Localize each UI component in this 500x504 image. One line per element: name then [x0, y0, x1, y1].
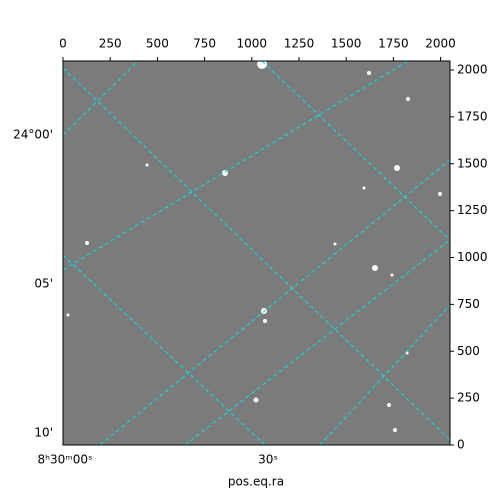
x-tick-label: 500 — [146, 37, 169, 51]
x-tick-label: 1500 — [331, 37, 362, 51]
dec-tick-label: 10' — [34, 426, 53, 440]
y-tick-label: 2000 — [457, 63, 488, 77]
x-tick-label: 1250 — [284, 37, 315, 51]
y-tick-label: 500 — [457, 344, 480, 358]
x-tick-label: 750 — [193, 37, 216, 51]
coordinate-grid — [62, 60, 451, 446]
frame — [62, 60, 451, 446]
x-tick-label: 250 — [99, 37, 122, 51]
x-axis-label: pos.eq.ra — [228, 475, 284, 489]
x-tick-label: 0 — [59, 37, 67, 51]
ra-tick-label: 30ˢ — [258, 453, 278, 467]
y-tick-label: 250 — [457, 391, 480, 405]
x-tick-label: 1000 — [237, 37, 268, 51]
dec-tick-label: 05' — [34, 277, 53, 291]
y-tick-label: 0 — [457, 438, 465, 452]
y-tick-label: 750 — [457, 297, 480, 311]
x-tick-label: 1750 — [378, 37, 409, 51]
x-tick-label: 2000 — [425, 37, 456, 51]
y-tick-label: 1500 — [457, 156, 488, 170]
dec-tick-label: 24°00' — [13, 128, 53, 142]
y-tick-label: 1750 — [457, 109, 488, 123]
stars — [66, 59, 442, 432]
ra-tick-label: 8ʰ30ᵐ00ˢ — [38, 453, 93, 467]
image — [63, 61, 450, 445]
y-tick-label: 1250 — [457, 203, 488, 217]
y-tick-label: 1000 — [457, 250, 488, 264]
